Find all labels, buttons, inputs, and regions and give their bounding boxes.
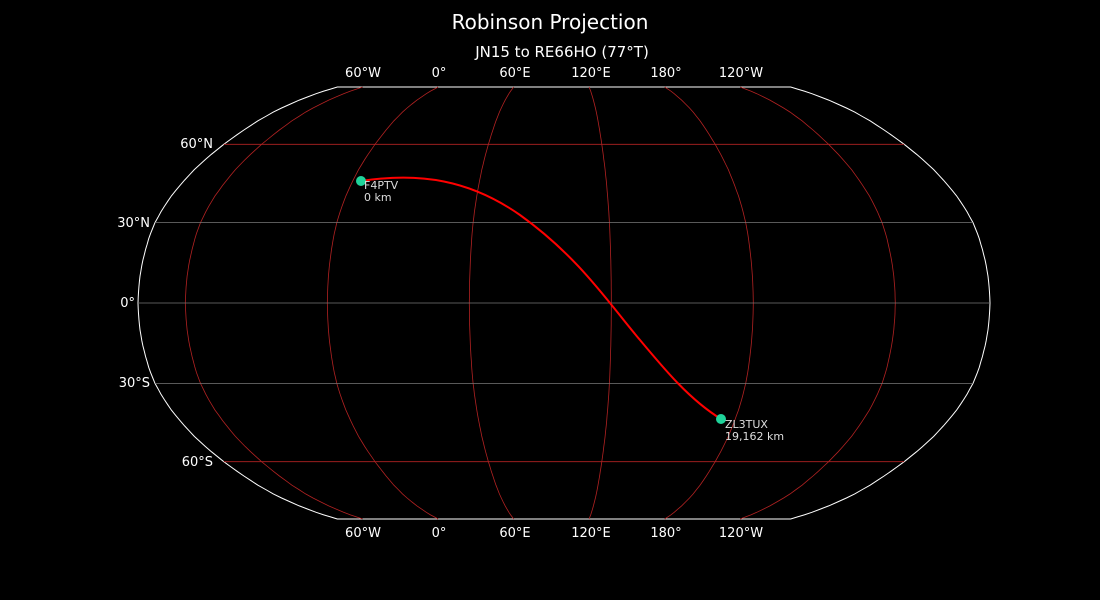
lon-labels-bottom: 60°W 0° 60°E 120°E 180° 120°W [345, 526, 763, 541]
lat-label: 60°S [182, 455, 213, 470]
lat-label: 60°N [180, 137, 213, 152]
station-marker-f4ptv[interactable] [356, 176, 366, 186]
map-title: Robinson Projection [451, 10, 649, 34]
great-circle-path [360, 176, 722, 420]
station-call-zl3tux: ZL3TUX [725, 418, 768, 431]
station-distance-zl3tux: 19,162 km [725, 430, 784, 443]
station-marker-zl3tux[interactable] [716, 414, 726, 424]
station-distance-f4ptv: 0 km [364, 191, 392, 204]
lon-label: 0° [432, 526, 447, 541]
lon-label: 180° [650, 526, 681, 541]
lat-label: 30°N [117, 216, 150, 231]
station-call-f4ptv: F4PTV [364, 179, 399, 192]
map-subtitle: JN15 to RE66HO (77°T) [475, 43, 649, 61]
lon-label: 60°E [499, 66, 530, 81]
lon-label: 120°W [719, 66, 763, 81]
lon-label: 60°E [499, 526, 530, 541]
lat-label: 30°S [119, 376, 150, 391]
lon-label: 120°W [719, 526, 763, 541]
lon-label: 120°E [571, 66, 611, 81]
lon-label: 0° [432, 66, 447, 81]
lon-labels-top: 60°W 0° 60°E 120°E 180° 120°W [345, 66, 763, 81]
lat-labels: 60°N 30°N 0° 30°S 60°S [117, 137, 213, 470]
lon-label: 60°W [345, 526, 381, 541]
lon-label: 60°W [345, 66, 381, 81]
lon-label: 120°E [571, 526, 611, 541]
lat-label: 0° [120, 296, 135, 311]
lon-label: 180° [650, 66, 681, 81]
graticule [138, 86, 990, 520]
